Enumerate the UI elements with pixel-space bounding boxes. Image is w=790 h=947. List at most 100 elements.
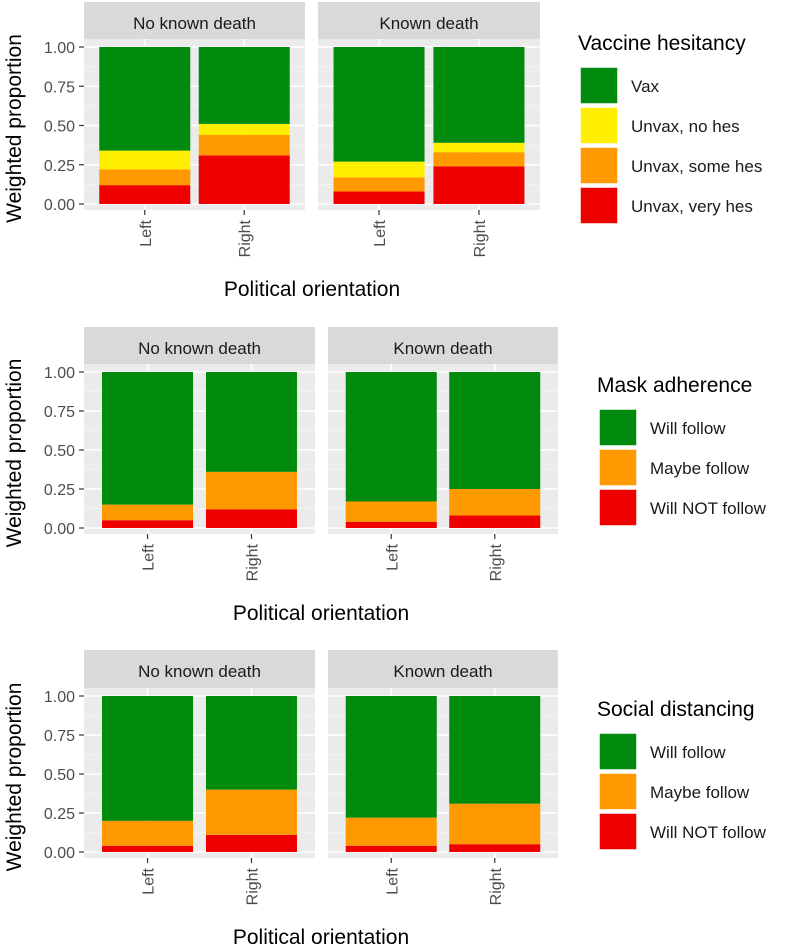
facet-strip-label: Known death bbox=[393, 339, 492, 358]
bar-segment bbox=[449, 803, 541, 845]
legend-label: Will follow bbox=[650, 743, 726, 762]
bar-segment bbox=[345, 817, 437, 846]
legend: Vaccine hesitancy Vax Unvax, no hes Unvax, … bbox=[578, 32, 762, 225]
bar-segment bbox=[333, 47, 425, 162]
bar-segment bbox=[198, 123, 290, 135]
bar-segment bbox=[333, 161, 425, 178]
x-axis-title: Political orientation bbox=[233, 926, 409, 947]
facet-strip-label: No known death bbox=[138, 662, 261, 681]
bar-segment bbox=[345, 501, 437, 522]
bar-segment bbox=[449, 372, 541, 489]
facet-strip-label: No known death bbox=[133, 14, 256, 33]
y-axis-title: Weighted proportion bbox=[3, 359, 26, 548]
y-tick-label: 1.00 bbox=[44, 365, 75, 382]
facet-strip-label: Known death bbox=[393, 662, 492, 681]
bar-segment bbox=[205, 372, 297, 472]
legend-label: Unvax, no hes bbox=[631, 117, 740, 136]
bar-segment bbox=[345, 696, 437, 818]
legend-key bbox=[579, 186, 619, 225]
bar-segment bbox=[198, 155, 290, 204]
legend-key bbox=[598, 732, 638, 771]
x-tick-label: Left bbox=[141, 867, 158, 894]
y-tick-label: 0.25 bbox=[44, 158, 75, 175]
bar-segment bbox=[449, 515, 541, 528]
facet-strip bbox=[328, 650, 558, 690]
bar-segment bbox=[433, 166, 525, 204]
facet-strip-label: No known death bbox=[138, 339, 261, 358]
legend-label: Vax bbox=[631, 77, 660, 96]
bar-segment bbox=[99, 169, 191, 186]
bar-segment bbox=[198, 47, 290, 124]
y-axis-title: Weighted proportion bbox=[3, 683, 26, 872]
y-tick-label: 0.75 bbox=[44, 79, 75, 96]
bar-segment bbox=[433, 47, 525, 143]
legend: Social distancing Will follow Maybe follow… bbox=[597, 698, 767, 851]
x-tick-label: Right bbox=[237, 219, 254, 257]
facet-panel: Known death Left Right bbox=[328, 650, 558, 905]
bar-segment bbox=[99, 185, 191, 204]
chart-row-1: No known death Left Right Known death Left Ri… bbox=[3, 2, 762, 301]
chart-row-3: No known death Left Right Known death Left Ri… bbox=[3, 650, 767, 947]
legend-key bbox=[598, 488, 638, 527]
legend-key bbox=[579, 66, 619, 105]
x-tick-label: Right bbox=[488, 867, 505, 905]
legend-key bbox=[598, 448, 638, 487]
y-tick-label: 0.50 bbox=[44, 119, 75, 136]
legend-label: Unvax, very hes bbox=[631, 197, 753, 216]
bar-segment bbox=[333, 191, 425, 204]
x-tick-label: Left bbox=[384, 867, 401, 894]
legend-key bbox=[598, 408, 638, 447]
bar-segment bbox=[205, 471, 297, 510]
y-tick-label: 0.00 bbox=[44, 521, 75, 538]
y-tick-label: 0.50 bbox=[44, 443, 75, 460]
bar-segment bbox=[102, 520, 194, 528]
y-tick-label: 1.00 bbox=[44, 689, 75, 706]
legend-key bbox=[579, 146, 619, 185]
facet-strip bbox=[84, 2, 305, 42]
y-tick-label: 0.75 bbox=[44, 728, 75, 745]
legend-label: Will follow bbox=[650, 419, 726, 438]
x-tick-label: Right bbox=[244, 543, 261, 581]
facet-strip-label: Known death bbox=[379, 14, 478, 33]
y-tick-label: 0.25 bbox=[44, 806, 75, 823]
chart-row-2: No known death Left Right Known death Left Ri… bbox=[3, 327, 767, 625]
bar-segment bbox=[102, 504, 194, 521]
bar-segment bbox=[99, 150, 191, 170]
x-tick-label: Left bbox=[138, 219, 155, 246]
facet-strip bbox=[318, 2, 540, 42]
bar-segment bbox=[198, 134, 290, 156]
y-tick-label: 0.50 bbox=[44, 767, 75, 784]
x-tick-label: Right bbox=[488, 543, 505, 581]
bar-segment bbox=[449, 844, 541, 852]
bar-segment bbox=[102, 820, 194, 846]
bar-segment bbox=[433, 152, 525, 167]
legend-title: Social distancing bbox=[597, 698, 755, 721]
y-tick-label: 0.25 bbox=[44, 482, 75, 499]
legend-key bbox=[598, 812, 638, 851]
bar-segment bbox=[449, 489, 541, 516]
bar-segment bbox=[205, 696, 297, 790]
x-tick-label: Right bbox=[472, 219, 489, 257]
x-axis-title: Political orientation bbox=[233, 602, 409, 625]
y-axis-title: Weighted proportion bbox=[3, 34, 26, 223]
facet-panel: Known death Left Right bbox=[318, 2, 540, 257]
bar-segment bbox=[345, 521, 437, 528]
bar-segment bbox=[102, 845, 194, 852]
bar-segment bbox=[449, 696, 541, 804]
legend-label: Maybe follow bbox=[650, 783, 750, 802]
x-tick-label: Left bbox=[372, 219, 389, 246]
legend-label: Will NOT follow bbox=[650, 499, 767, 518]
legend-label: Unvax, some hes bbox=[631, 157, 762, 176]
legend-key bbox=[579, 106, 619, 145]
legend-title: Vaccine hesitancy bbox=[578, 32, 746, 55]
y-tick-label: 0.00 bbox=[44, 845, 75, 862]
y-tick-label: 1.00 bbox=[44, 40, 75, 57]
legend-title: Mask adherence bbox=[597, 374, 752, 397]
bar-segment bbox=[345, 845, 437, 852]
bar-segment bbox=[205, 509, 297, 528]
bar-segment bbox=[102, 372, 194, 505]
facet-strip bbox=[328, 327, 558, 367]
facet-panel: No known death Left Right bbox=[84, 2, 305, 257]
bar-segment bbox=[345, 372, 437, 502]
